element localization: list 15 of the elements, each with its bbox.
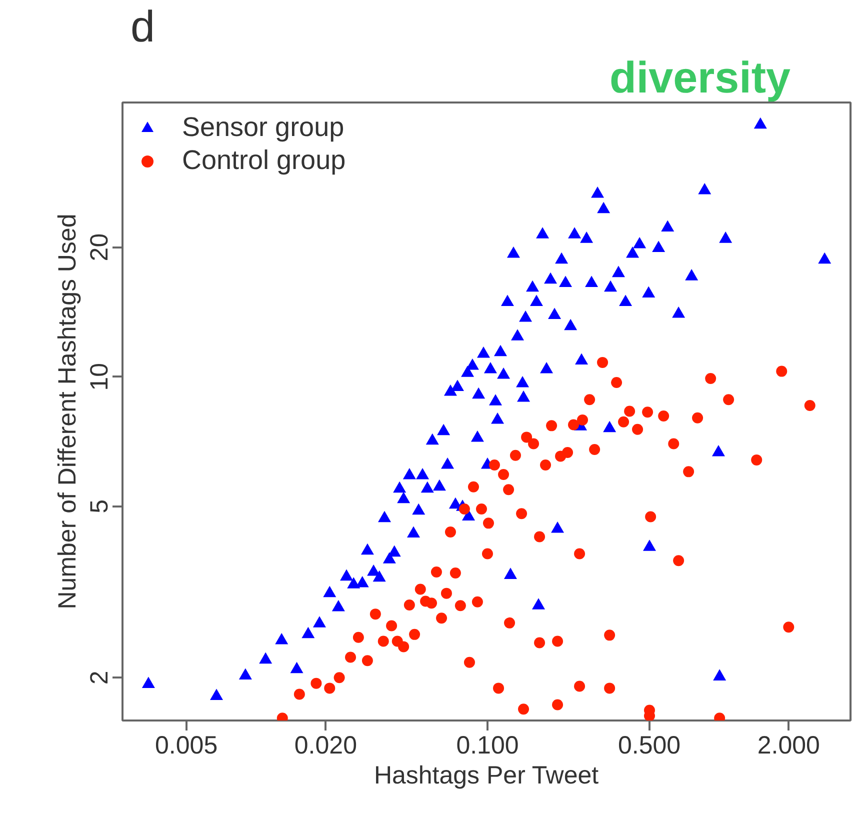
x-tick-label: 0.005 bbox=[155, 732, 218, 760]
x-tick-label: 0.500 bbox=[618, 732, 681, 760]
text: diversity bbox=[610, 54, 792, 102]
legend-label: Control group bbox=[182, 145, 346, 176]
x-tick-label: 0.100 bbox=[456, 732, 519, 760]
x-axis-title: Hashtags Per Tweet bbox=[374, 762, 599, 790]
x-tick-label: 2.000 bbox=[757, 732, 820, 760]
chart-title: d bbox=[130, 2, 155, 52]
y-axis-title: Number of Different Hashtags Used bbox=[54, 214, 82, 610]
legend-label: Sensor group bbox=[182, 112, 344, 143]
x-tick-label: 0.020 bbox=[294, 732, 357, 760]
y-tick-label: 20 bbox=[86, 233, 114, 262]
y-tick-label: 2 bbox=[86, 670, 114, 685]
y-tick-label: 10 bbox=[86, 362, 114, 391]
y-tick-label: 5 bbox=[86, 499, 114, 514]
